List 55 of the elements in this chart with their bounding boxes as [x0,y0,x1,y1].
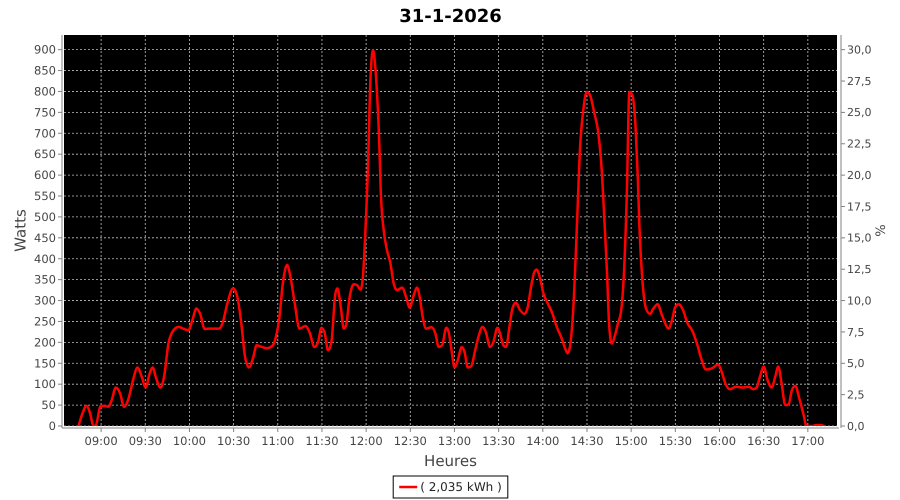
y-tick-label: 650 [34,147,56,162]
x-tick-label: 14:00 [526,434,560,448]
x-tick-label: 09:30 [128,434,162,448]
y-tick-label: 50 [41,398,56,412]
x-tick-label: 16:00 [702,434,736,448]
y2-tick-label: 30,0 [847,44,872,57]
x-tick-label: 09:00 [84,434,118,448]
y-axis-title: Watts [11,209,30,252]
y2-tick-label: 0,0 [847,420,864,433]
y2-tick-label: 25,0 [847,106,872,120]
y2-tick-label: 15,0 [847,232,872,245]
y-tick-label: 600 [34,168,56,182]
y-tick-label: 400 [34,252,56,266]
line-series [77,49,826,426]
y-tick-label: 700 [34,126,56,140]
y2-tick-label: 12,5 [847,263,872,276]
legend-label: ( 2,035 kWh ) [420,480,502,494]
x-tick-label: 10:00 [172,434,206,448]
x-tick-label: 10:30 [217,434,250,448]
y-tick-label: 350 [34,272,56,287]
y2-axis-title: % [871,224,886,237]
y2-tick-label: 10,0 [847,294,872,308]
y2-tick-label: 20,0 [847,168,872,182]
y2-tick-label: 17,5 [847,200,872,214]
y-tick-label: 900 [34,42,56,57]
x-tick-label: 11:00 [261,434,294,448]
x-tick-label: 13:30 [482,434,516,448]
x-tick-label: 12:30 [394,434,427,448]
y-tick-label: 750 [34,105,56,120]
x-tick-label: 14:30 [570,434,604,448]
y2-tick-label: 7,5 [847,326,864,339]
y-tick-label: 100 [34,377,56,392]
y-tick-label: 550 [34,189,56,204]
x-tick-label: 15:30 [658,434,692,448]
y-tick-label: 250 [34,314,56,328]
x-tick-label: 11:30 [305,434,339,448]
y-tick-label: 850 [34,64,56,78]
x-tick-label: 12:00 [350,434,383,448]
y-tick-label: 300 [34,294,56,308]
chart-title: 31-1-2026 [399,6,502,27]
y-tick-label: 200 [34,335,56,350]
y-tick-label: 0 [48,419,56,434]
y2-tick-label: 27,5 [847,74,872,88]
y2-tick-label: 22,5 [847,138,872,151]
x-tick-label: 13:00 [438,434,472,448]
x-axis-title: Heures [424,452,478,470]
y2-tick-label: 5,0 [847,357,864,370]
x-tick-label: 17:00 [791,434,824,448]
x-tick-label: 16:30 [747,434,780,448]
x-tick-label: 15:00 [614,434,648,448]
y2-tick-label: 2,5 [847,388,864,402]
y-tick-label: 150 [34,356,56,370]
y-tick-label: 500 [34,210,56,224]
y-tick-label: 450 [34,230,56,245]
y-tick-label: 800 [34,84,56,98]
